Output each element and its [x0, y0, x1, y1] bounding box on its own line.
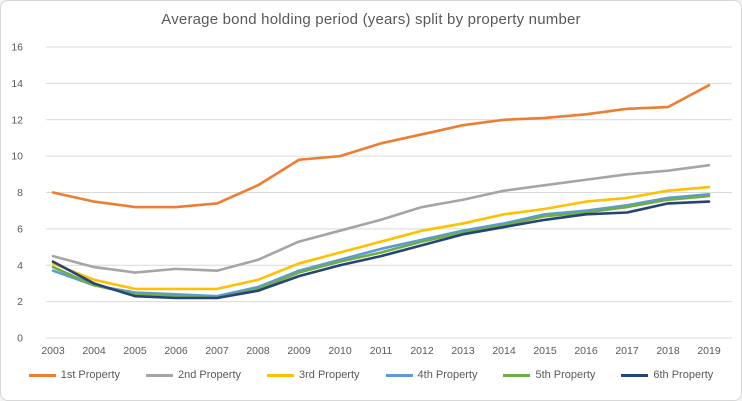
x-axis-tick-2018: 2018: [656, 345, 680, 357]
legend-swatch-4th-property: [385, 373, 413, 377]
legend-label-4th-property: 4th Property: [417, 369, 478, 381]
x-axis-tick-2014: 2014: [492, 345, 516, 357]
legend-label-6th-property: 6th Property: [653, 369, 714, 381]
legend-item-5th-property: 5th Property: [503, 369, 595, 381]
legend-label-3rd-property: 3rd Property: [299, 369, 360, 381]
x-axis-tick-2012: 2012: [410, 345, 434, 357]
series-line-1st-property: [51, 83, 711, 209]
legend-swatch-2nd-property: [146, 373, 174, 377]
x-axis-tick-2016: 2016: [574, 345, 598, 357]
legend-item-6th-property: 6th Property: [621, 369, 713, 381]
x-axis-tick-2007: 2007: [205, 345, 229, 357]
y-axis-tick-4: 4: [17, 260, 23, 272]
series-line-2nd-property: [51, 163, 711, 274]
y-axis-tick-6: 6: [17, 223, 23, 235]
legend-swatch-3rd-property: [267, 373, 294, 377]
x-axis-tick-2015: 2015: [533, 345, 557, 357]
legend-item-4th-property: 4th Property: [385, 369, 478, 381]
x-axis-tick-2004: 2004: [82, 345, 106, 357]
series-line-6th-property: [51, 200, 711, 300]
x-axis-tick-2006: 2006: [164, 345, 188, 357]
x-axis-tick-2010: 2010: [328, 345, 352, 357]
x-axis-tick-2017: 2017: [615, 345, 639, 357]
legend-swatch-6th-property: [621, 373, 649, 377]
x-axis-tick-2013: 2013: [451, 345, 475, 357]
legend-item-1st-property: 1st Property: [28, 369, 121, 381]
y-axis-tick-10: 10: [11, 151, 23, 163]
y-axis-tick-8: 8: [17, 187, 23, 199]
legend-label-2nd-property: 2nd Property: [178, 369, 241, 381]
y-axis-tick-2: 2: [17, 296, 23, 308]
series-line-3rd-property: [51, 185, 711, 291]
x-axis-tick-2008: 2008: [246, 345, 270, 357]
y-axis-tick-0: 0: [17, 333, 23, 345]
legend: 1st Property 2nd Property 3rd Property 4th …: [1, 369, 741, 381]
x-axis-tick-2005: 2005: [123, 345, 147, 357]
legend-item-3rd-property: 3rd Property: [267, 369, 360, 381]
x-axis-tick-2011: 2011: [370, 345, 393, 357]
y-axis-tick-16: 16: [11, 42, 23, 54]
x-axis-tick-2019: 2019: [697, 345, 721, 357]
y-axis-tick-14: 14: [11, 78, 23, 90]
x-axis-tick-2009: 2009: [287, 345, 311, 357]
chart-title: Average bond holding period (years) spli…: [161, 11, 581, 28]
series-line-5th-property: [51, 194, 711, 300]
legend-swatch-5th-property: [503, 373, 531, 377]
legend-label-5th-property: 5th Property: [535, 369, 596, 381]
series-line-4th-property: [51, 193, 711, 298]
y-axis-tick-12: 12: [11, 114, 23, 126]
legend-label-1st-property: 1st Property: [60, 369, 121, 381]
x-axis-tick-2003: 2003: [41, 345, 65, 357]
legend-item-2nd-property: 2nd Property: [146, 369, 241, 381]
legend-swatch-1st-property: [28, 373, 56, 377]
